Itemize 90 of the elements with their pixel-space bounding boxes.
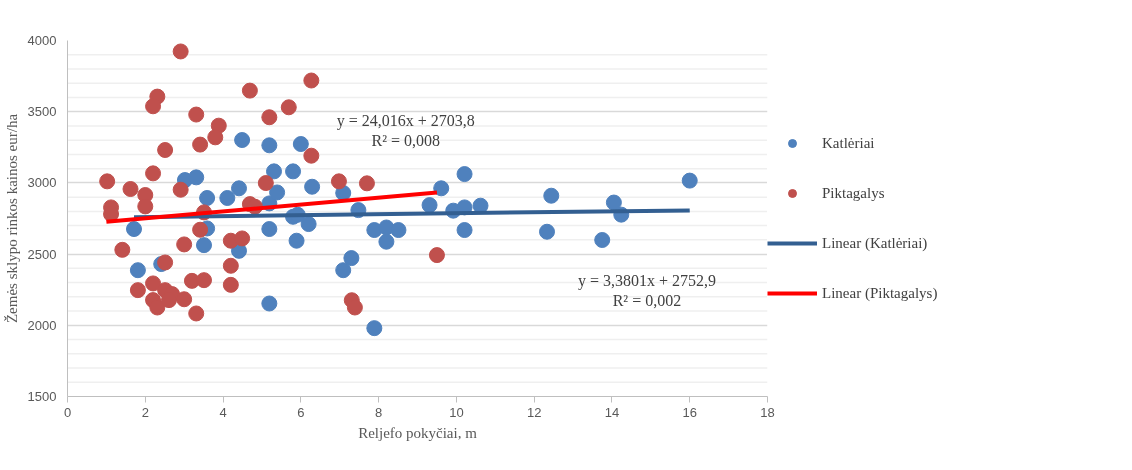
point [196,237,212,254]
x-tick-label: 0 [63,404,72,420]
x-tick-label: 16 [682,404,697,420]
point [378,233,395,250]
x-axis-title: Reljefo pokyčiai, m [358,424,478,441]
point [605,194,622,211]
point [330,173,347,190]
point [137,198,154,215]
point [149,299,166,316]
point [188,106,205,123]
point [288,232,305,249]
point [366,320,383,337]
point [261,137,278,154]
point [176,236,193,253]
y-tick-label: 4000 [27,33,57,48]
point [257,175,274,192]
point [199,190,216,206]
point [126,221,142,238]
point [261,109,278,126]
x-tick-label: 14 [604,404,620,420]
point [188,169,205,186]
annotation: y = 24,016x + 2703,8 R² = 0,008 [336,111,475,149]
point [543,187,560,204]
point [129,282,146,299]
point [269,184,286,201]
point [196,272,212,289]
x-tick-label: 4 [219,404,227,420]
point [280,99,297,116]
point [300,216,317,233]
point [157,254,174,271]
point [219,190,236,206]
point [303,147,320,164]
point [122,181,139,198]
point [145,165,162,182]
point [285,163,302,180]
point [456,166,473,183]
point [346,299,363,316]
point [145,98,162,115]
point [207,129,224,146]
y-tick-label: 1500 [27,389,57,404]
point [234,230,251,247]
point [188,305,205,322]
point [114,241,131,258]
point [129,262,146,279]
point [241,82,258,99]
point [145,275,162,292]
point [358,175,375,192]
point [390,222,407,239]
y-tick-label: 2500 [27,246,57,262]
x-tick-label: 8 [375,404,383,420]
point [99,173,116,190]
point [266,163,282,180]
point [433,180,450,197]
point [261,221,278,238]
point [192,221,209,238]
x-tick-label: 6 [297,404,305,420]
point [594,232,611,248]
point [172,43,189,60]
legend-label: Katlėriai [822,134,875,152]
point [456,222,473,239]
point [176,291,193,308]
point [303,72,320,89]
x-tick-label: 18 [760,404,775,420]
point [343,250,360,267]
legend-label: Piktagalys [822,184,885,202]
y-axis-title: Žemės sklypo rinkos kainos eur/ha [3,113,20,324]
point [681,172,698,189]
point [172,181,189,198]
annotation: y = 3,3801x + 2752,9 R² = 0,002 [577,271,716,309]
point [335,262,352,279]
x-tick-label: 10 [449,404,464,420]
point [304,178,321,195]
point [222,276,239,293]
point [231,180,247,197]
y-tick-label: 3500 [27,104,57,120]
point [292,136,309,153]
point [222,257,239,274]
y-tick-label: 2000 [27,317,57,333]
point [421,197,438,214]
x-tick-label: 2 [141,404,149,420]
x-tick-label: 12 [526,404,542,420]
point [157,142,174,158]
point [192,136,209,153]
legend-label: Linear (Katlėriai) [822,234,928,252]
point [428,247,445,264]
y-tick-label: 3000 [27,175,57,191]
legend-label: Linear (Piktagalys) [822,284,938,302]
point [539,223,555,240]
point [261,295,278,312]
point [234,132,251,149]
